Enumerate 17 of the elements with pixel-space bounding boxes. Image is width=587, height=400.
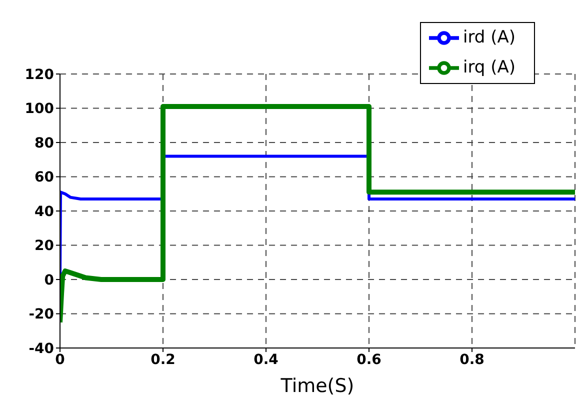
x-axis-title: Time(S): [280, 375, 354, 397]
y-tick-label: 60: [34, 170, 54, 186]
y-tick-label: 100: [24, 101, 54, 118]
legend-label: ird (A): [463, 28, 516, 48]
x-tick-label: 0.4: [254, 352, 279, 368]
x-tick-label: 0: [55, 352, 66, 368]
y-tick-label: 120: [24, 66, 54, 83]
y-tick-label: 40: [34, 204, 54, 220]
legend-label: irq (A): [463, 58, 516, 78]
y-tick-label: -20: [28, 306, 54, 323]
y-tick-label: 20: [34, 238, 54, 254]
x-tick-label: 0.8: [460, 352, 484, 368]
x-tick-label: 0.6: [356, 352, 382, 368]
y-tick-label: -40: [28, 340, 54, 357]
y-tick-label: 0: [44, 272, 54, 288]
y-tick-label: 80: [34, 135, 54, 152]
x-tick-label: 0.2: [150, 352, 176, 368]
